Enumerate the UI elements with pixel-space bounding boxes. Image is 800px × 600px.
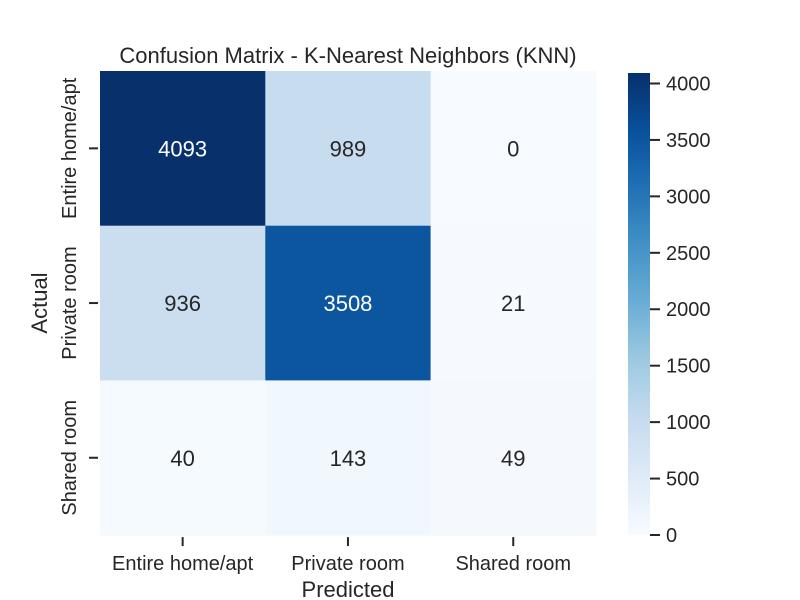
heatmap-cell-r1-c2	[430, 225, 597, 381]
colorbar-tick-label: 0	[666, 525, 677, 547]
heatmap-cell-r2-c0	[100, 380, 266, 536]
heatmap-cell-labels: 4093 989 0 936 3508 21 40 143 49	[158, 136, 525, 470]
y-tick-label: Shared room	[59, 400, 81, 516]
y-tick-label: Private room	[59, 246, 81, 359]
y-tick-label: Entire home/apt	[59, 77, 81, 219]
colorbar-tick-label: 3000	[666, 186, 711, 208]
heatmap-cell-r0-c0	[100, 71, 266, 227]
colorbar-tick-label: 1500	[666, 356, 711, 378]
y-axis-label: Actual	[27, 272, 52, 333]
x-axis: Entire home/apt Private room Shared room	[112, 537, 571, 575]
colorbar	[628, 73, 650, 535]
heatmap-cell-r0-c2	[430, 71, 597, 227]
cell-value-r1-c1: 3508	[323, 291, 372, 316]
cell-value-r0-c2: 0	[507, 136, 519, 161]
heatmap-cell-r0-c1	[265, 71, 432, 227]
chart-title: Confusion Matrix - K-Nearest Neighbors (…	[119, 43, 576, 68]
cell-value-r2-c0: 40	[170, 446, 194, 471]
cell-value-r2-c2: 49	[501, 446, 525, 471]
heatmap-cell-r1-c1	[265, 225, 432, 381]
heatmap-cell-r2-c2	[430, 380, 597, 536]
colorbar-tick-label: 500	[666, 469, 699, 491]
cell-value-r1-c2: 21	[501, 291, 525, 316]
x-tick-label: Private room	[291, 553, 404, 575]
heatmap-cell-r2-c1	[265, 380, 432, 536]
colorbar-tick-label: 2500	[666, 243, 711, 265]
colorbar-tick-label: 1000	[666, 412, 711, 434]
x-axis-label: Predicted	[302, 577, 395, 600]
heatmap-cell-r1-c0	[100, 225, 266, 381]
colorbar-ticks: 0 500 1000 1500 2000 2500 3000 3500 4000	[650, 73, 711, 547]
heatmap-cells	[100, 71, 597, 536]
cell-value-r2-c1: 143	[330, 446, 367, 471]
cell-value-r0-c0: 4093	[158, 136, 207, 161]
cell-value-r1-c0: 936	[164, 291, 201, 316]
cell-value-r0-c1: 989	[330, 136, 367, 161]
colorbar-tick-label: 3500	[666, 130, 711, 152]
colorbar-tick-label: 2000	[666, 299, 711, 321]
x-tick-label: Entire home/apt	[112, 553, 254, 575]
x-tick-label: Shared room	[455, 553, 571, 575]
colorbar-tick-label: 4000	[666, 73, 711, 95]
y-axis: Entire home/apt Private room Shared room	[59, 77, 98, 516]
